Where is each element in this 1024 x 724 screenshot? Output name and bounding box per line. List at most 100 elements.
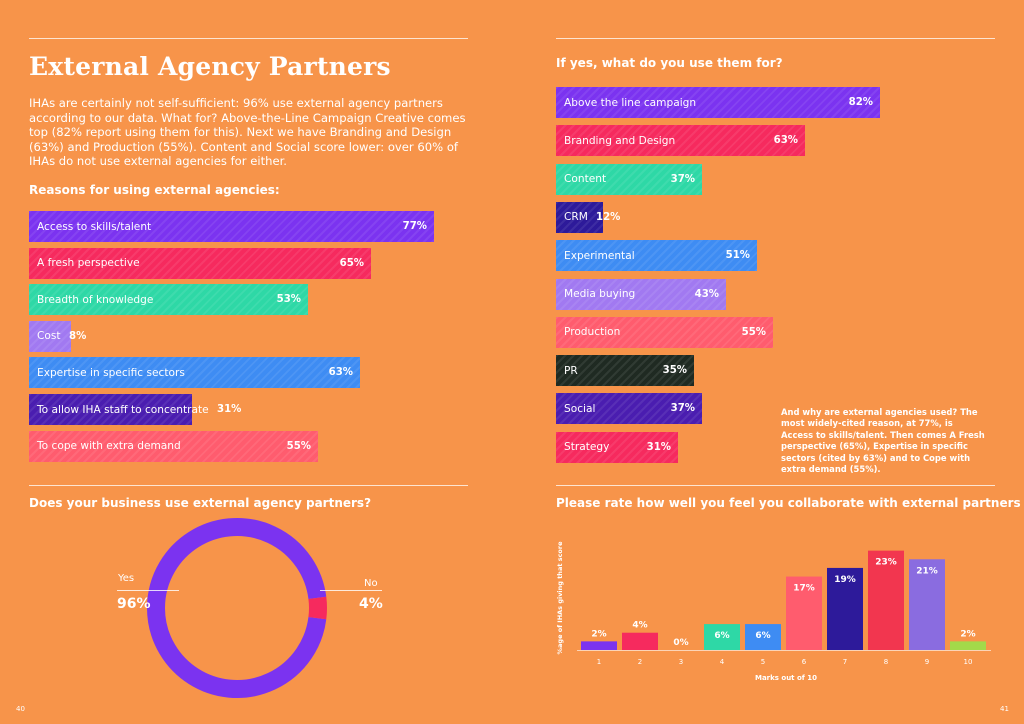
uses-bar: Experimental 51% xyxy=(556,240,757,272)
uses-bar: Above the line campaign 82% xyxy=(556,87,880,118)
uses-bar-label: Strategy xyxy=(564,441,610,454)
mid-rule-right xyxy=(556,485,995,486)
donut-pointer-no xyxy=(320,590,382,591)
reasons-bar-label: To allow IHA staff to concentrate xyxy=(37,403,209,416)
rating-bar xyxy=(827,567,863,650)
reasons-bar-label: Breadth of knowledge xyxy=(37,293,154,306)
rating-bar xyxy=(704,624,740,650)
donut-label-no: No xyxy=(364,578,378,589)
uses-bar-value: 37% xyxy=(670,173,695,185)
rating-tick-label: 4 xyxy=(720,658,725,666)
uses-bar-value: 82% xyxy=(848,97,873,108)
reasons-bar-value: 55% xyxy=(286,440,311,452)
uses-bar: Content 37% xyxy=(556,163,702,195)
rating-y-axis-label: %age of IHAs giving that score xyxy=(556,541,564,655)
uses-chart-title: If yes, what do you use them for? xyxy=(556,56,783,70)
reasons-bar: Cost 8% xyxy=(29,320,86,352)
reasons-note: And why are external agencies used? The … xyxy=(781,407,985,475)
mid-rule-left xyxy=(29,485,468,486)
uses-bar: PR 35% xyxy=(556,355,694,387)
uses-bar-value: 63% xyxy=(773,135,798,147)
rating-tick-label: 3 xyxy=(679,658,683,666)
rating-bar xyxy=(786,576,822,650)
reasons-bar-label: A fresh perspective xyxy=(37,257,140,270)
uses-bar-value: 43% xyxy=(694,288,719,300)
reasons-bar-value: 63% xyxy=(328,367,353,379)
uses-bar-value: 35% xyxy=(662,365,687,377)
rating-bar xyxy=(745,624,781,650)
uses-bar-value: 55% xyxy=(741,326,766,338)
rating-tick-label: 7 xyxy=(843,658,847,666)
donut-value-yes: 96% xyxy=(117,596,151,612)
rating-tick-label: 2 xyxy=(638,658,642,666)
rating-bar xyxy=(581,641,617,650)
uses-bar-label: Content xyxy=(564,173,607,186)
uses-bar: Strategy 31% xyxy=(556,431,678,463)
reasons-bar: Breadth of knowledge 53% xyxy=(29,284,308,316)
uses-bar-label: Social xyxy=(564,402,596,415)
uses-bar-label: CRM xyxy=(564,211,588,224)
uses-bar-label: Production xyxy=(564,326,621,339)
uses-bar: Production 55% xyxy=(556,316,773,348)
uses-bar: Media buying 43% xyxy=(556,278,726,310)
uses-bar-value: 51% xyxy=(725,250,750,262)
uses-bar: Branding and Design 63% xyxy=(556,125,805,157)
donut-chart-title: Does your business use external agency p… xyxy=(29,496,372,510)
rating-tick-label: 1 xyxy=(597,658,601,666)
rating-chart-title: Please rate how well you feel you collab… xyxy=(556,496,1021,510)
reasons-bar-label: Cost xyxy=(37,330,61,343)
rating-value-label: 23% xyxy=(875,558,897,568)
rating-tick-label: 5 xyxy=(761,658,765,666)
reasons-bar-label: Access to skills/talent xyxy=(37,220,152,233)
reasons-bar-value: 8% xyxy=(69,330,87,342)
rating-bar xyxy=(868,550,904,650)
rating-value-label: 6% xyxy=(714,631,729,641)
page-number-right: 41 xyxy=(1000,705,1009,713)
donut-chart xyxy=(147,518,327,698)
rating-value-label: 2% xyxy=(960,629,975,639)
rating-value-label: 6% xyxy=(755,631,770,641)
reasons-bar-label: To cope with extra demand xyxy=(37,440,181,453)
rating-tick-label: 6 xyxy=(802,658,807,666)
rating-bar xyxy=(622,632,658,650)
uses-bar-label: Experimental xyxy=(564,249,635,262)
page-title: External Agency Partners xyxy=(29,52,391,81)
rating-tick-label: 8 xyxy=(884,658,888,666)
rating-value-label: 19% xyxy=(834,575,856,585)
reasons-bar-value: 65% xyxy=(339,257,364,269)
reasons-bar-value: 77% xyxy=(402,221,427,232)
donut-value-no: 4% xyxy=(359,596,383,612)
donut-slice-yes xyxy=(147,518,327,698)
rating-chart: %age of IHAs giving that score 2% 1 4% 2 0% 3 6… xyxy=(556,541,991,682)
uses-bar: CRM 12% xyxy=(556,201,620,233)
reasons-bar: Access to skills/talent 77% xyxy=(29,211,434,242)
reasons-chart-title: Reasons for using external agencies: xyxy=(29,183,280,197)
rating-tick-label: 10 xyxy=(964,658,973,666)
reasons-bar-label: Expertise in specific sectors xyxy=(37,366,185,379)
reasons-bar: To allow IHA staff to concentrate 31% xyxy=(29,394,241,425)
donut-slice-no xyxy=(308,596,327,620)
donut-pointer-yes xyxy=(117,590,179,591)
rating-bar xyxy=(909,559,945,650)
uses-bar-value: 12% xyxy=(596,211,621,223)
top-rule-left xyxy=(29,38,468,39)
page-number-left: 40 xyxy=(16,705,25,713)
uses-bar-value: 31% xyxy=(646,441,671,453)
uses-bar: Social 37% xyxy=(556,393,702,425)
reasons-bar: To cope with extra demand 55% xyxy=(29,430,318,462)
reasons-bar: A fresh perspective 65% xyxy=(29,247,371,279)
reasons-bar-value: 53% xyxy=(276,294,301,306)
donut-label-yes: Yes xyxy=(118,573,135,584)
rating-value-label: 17% xyxy=(793,584,815,594)
intro-paragraph: IHAs are certainly not self-sufficient: … xyxy=(29,96,466,169)
uses-bar-label: PR xyxy=(564,364,578,377)
reasons-bar-value: 31% xyxy=(217,404,242,415)
rating-value-label: 0% xyxy=(673,638,688,648)
rating-x-axis-label: Marks out of 10 xyxy=(755,674,817,682)
uses-bar-label: Media buying xyxy=(564,288,636,300)
reasons-bar: Expertise in specific sectors 63% xyxy=(29,357,360,389)
rating-value-label: 4% xyxy=(632,621,647,631)
uses-bar-label: Above the line campaign xyxy=(564,96,697,109)
rating-value-label: 2% xyxy=(591,629,606,639)
rating-tick-label: 9 xyxy=(925,658,929,666)
